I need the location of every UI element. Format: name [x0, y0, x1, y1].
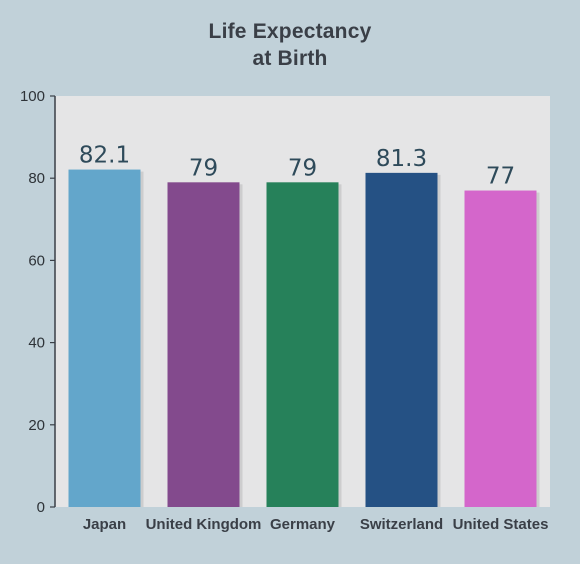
x-tick-label: Switzerland	[360, 516, 443, 533]
y-tick-label: 0	[37, 499, 45, 516]
data-label: 82.1	[79, 143, 130, 169]
y-tick-label: 80	[28, 170, 45, 187]
chart-title-line-2: at Birth	[252, 47, 328, 70]
data-label: 79	[288, 155, 317, 181]
y-tick-label: 100	[20, 88, 45, 105]
x-tick-label: Japan	[83, 516, 126, 533]
bar	[464, 190, 537, 507]
y-tick-label: 20	[28, 417, 45, 434]
chart-title-line-1: Life Expectancy	[208, 20, 372, 43]
data-label: 81.3	[376, 146, 427, 172]
x-tick-label: United Kingdom	[146, 516, 262, 533]
x-tick-label: United States	[453, 516, 549, 533]
bar	[266, 182, 339, 507]
bar	[167, 182, 240, 507]
y-tick-label: 60	[28, 252, 45, 269]
data-label: 77	[486, 164, 515, 190]
x-tick-label: Germany	[270, 516, 336, 533]
bar	[68, 169, 141, 507]
bar	[365, 172, 438, 507]
data-label: 79	[189, 155, 218, 181]
y-tick-label: 40	[28, 335, 45, 352]
